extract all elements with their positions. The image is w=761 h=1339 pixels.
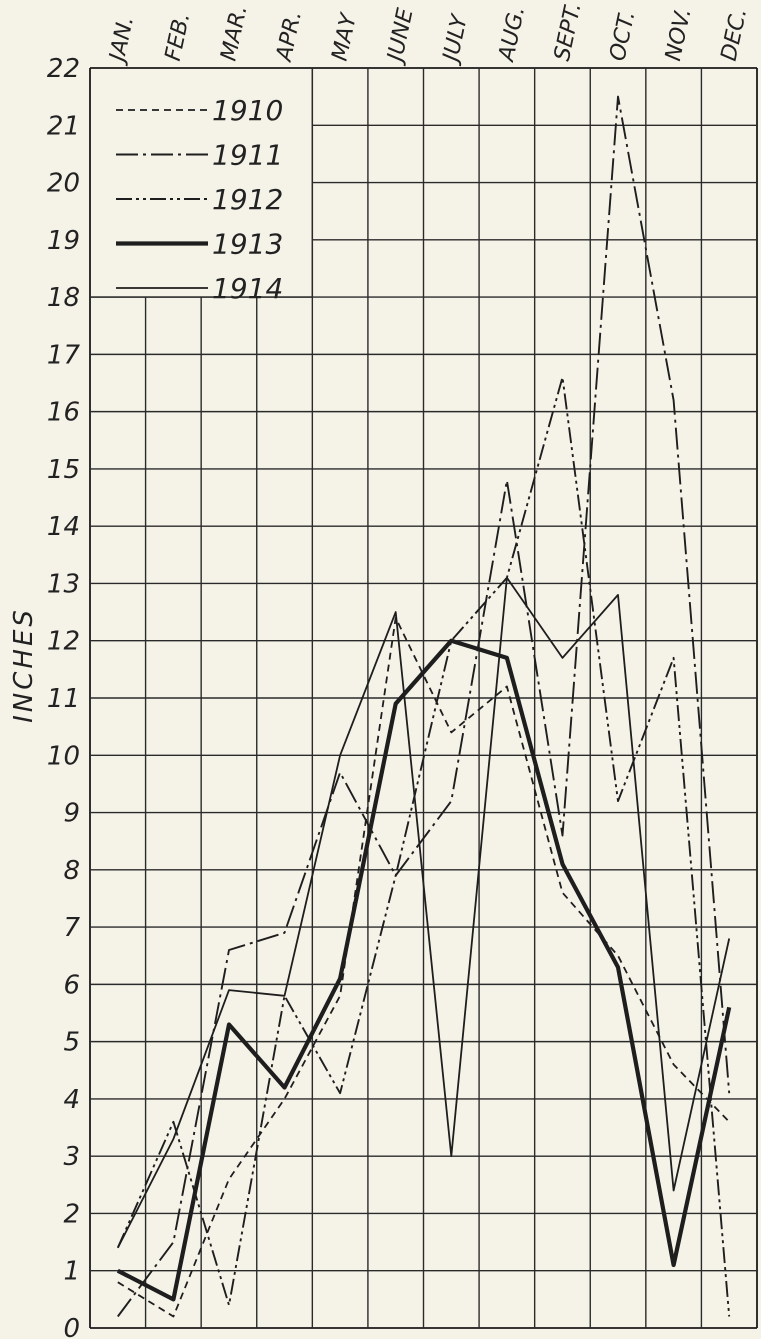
y-tick-label: 19	[47, 226, 80, 256]
grid	[89, 67, 758, 1329]
series-line-1911	[117, 95, 731, 1318]
y-tick-label: 5	[63, 1028, 80, 1058]
y-tick-label: 3	[63, 1142, 80, 1172]
y-tick-label: 1	[63, 1257, 80, 1287]
y-tick-label: 10	[47, 741, 80, 771]
x-tick-label: DEC.	[717, 6, 753, 63]
x-tick-label: APR.	[272, 9, 307, 66]
y-tick-label: 17	[47, 340, 81, 370]
series-line-1913	[116, 638, 732, 1302]
legend: 1910 1911 1912 1913 1914	[116, 94, 283, 305]
y-tick-label: 21	[47, 111, 80, 141]
x-tick-label: JULY	[438, 11, 473, 67]
y-axis-title: INCHES	[9, 607, 39, 723]
y-tick-label: 2	[63, 1199, 80, 1229]
x-tick-label: MAY	[328, 10, 363, 63]
legend-label-1911: 1911	[212, 139, 283, 172]
y-tick-label: 6	[63, 970, 80, 1000]
x-axis-tick-labels: JAN. FEB. MAR. APR. MAY JUNE JULY AUG. SEPT. OCT.…	[104, 0, 752, 67]
y-tick-label: 22	[47, 54, 80, 84]
y-tick-label: 12	[47, 627, 80, 657]
legend-label-1913: 1913	[212, 228, 283, 261]
y-tick-label: 4	[63, 1085, 80, 1115]
legend-label-1912: 1912	[212, 183, 283, 216]
x-tick-label: JAN.	[104, 14, 139, 67]
legend-label-1914: 1914	[212, 272, 283, 305]
y-tick-label: 11	[47, 684, 80, 714]
x-tick-label: MAR.	[216, 3, 252, 63]
x-tick-label: NOV.	[661, 6, 697, 63]
y-tick-label: 13	[47, 569, 80, 599]
y-tick-label: 18	[47, 283, 80, 313]
y-tick-label: 9	[63, 799, 80, 829]
x-tick-label: AUG.	[494, 4, 530, 65]
x-tick-label: OCT.	[605, 9, 640, 64]
y-tick-label: 7	[63, 913, 80, 943]
y-tick-label: 20	[47, 169, 80, 199]
x-tick-label: FEB.	[161, 10, 196, 63]
y-tick-label: 0	[63, 1314, 80, 1339]
y-tick-label: 14	[47, 512, 80, 542]
y-tick-label: 16	[47, 398, 80, 428]
x-tick-label: JUNE	[382, 6, 418, 67]
series-line-1912	[116, 376, 731, 1317]
legend-label-1910: 1910	[212, 94, 283, 127]
y-tick-label: 15	[47, 455, 80, 485]
y-tick-label: 8	[63, 856, 80, 886]
series-line-1914	[116, 576, 731, 1249]
series-lines	[116, 95, 732, 1318]
x-tick-label: SEPT.	[550, 0, 587, 63]
